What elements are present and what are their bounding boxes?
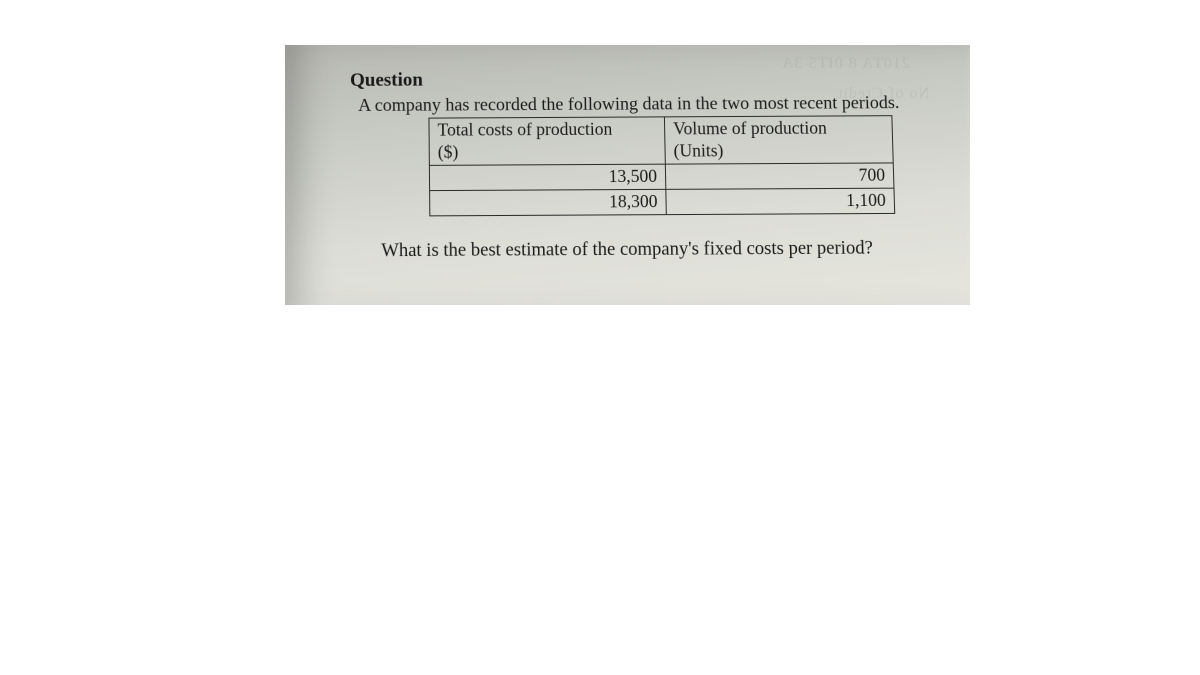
data-table: Total costs of production ($) Volume of … — [428, 115, 895, 216]
question-heading: Question — [350, 67, 946, 92]
table-header-row: Total costs of production ($) Volume of … — [429, 116, 893, 165]
scanned-page-photo: 210TA 8 0IT5 3A No of Credit Question A … — [285, 45, 970, 305]
header-costs-line2: ($) — [438, 141, 459, 161]
cell-volume: 1,100 — [666, 188, 895, 214]
header-volume-line2: (Units) — [673, 140, 723, 160]
header-volume-line1: Volume of production — [673, 118, 827, 139]
question-content: Question A company has recorded the foll… — [340, 67, 951, 262]
cell-cost: 13,500 — [429, 164, 665, 190]
header-cell-costs: Total costs of production ($) — [429, 117, 665, 165]
header-costs-line1: Total costs of production — [437, 119, 612, 140]
cell-volume: 700 — [665, 163, 894, 189]
table-row: 13,500 700 — [429, 163, 894, 191]
table-row: 18,300 1,100 — [430, 188, 895, 216]
question-intro: A company has recorded the following dat… — [358, 92, 946, 116]
followup-question: What is the best estimate of the company… — [381, 237, 951, 261]
cell-cost: 18,300 — [430, 189, 667, 215]
header-cell-volume: Volume of production (Units) — [664, 116, 893, 164]
